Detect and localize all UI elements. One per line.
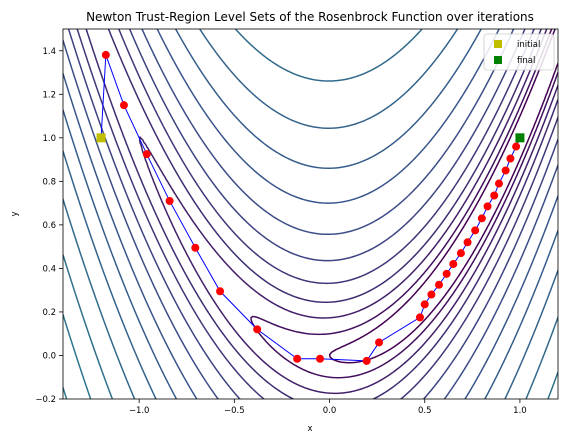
iterate-point: [415, 313, 424, 322]
iterate-point: [442, 269, 451, 278]
contour-level-12: [63, 313, 92, 399]
y-tick-label: 0.8: [42, 177, 56, 187]
iterate-point: [483, 202, 492, 211]
iterate-point: [119, 101, 128, 110]
marker-final: [515, 133, 525, 143]
contour-level-5: [67, 29, 558, 399]
iterate-point: [427, 290, 436, 299]
y-tick-label: 0.0: [42, 351, 56, 361]
iterate-point: [494, 179, 503, 188]
iterate-point: [316, 354, 325, 363]
iterate-point: [362, 356, 371, 365]
x-tick-label: 0.0: [323, 406, 337, 416]
contour-level-0: [328, 29, 558, 364]
contour-level-6: [63, 29, 558, 399]
iterate-point: [216, 287, 225, 296]
y-tick-label: −0.2: [35, 395, 56, 405]
contour-level-10: [63, 29, 558, 399]
contour-level-9: [63, 29, 558, 399]
iterate-point: [506, 154, 515, 163]
contour-level-4: [76, 29, 558, 399]
y-tick-label: 0.6: [42, 221, 56, 231]
plot-frame: [62, 28, 559, 400]
contour-level-11: [63, 254, 558, 399]
y-tick-label: 0.4: [42, 264, 56, 274]
y-axis: −0.2 0.0 0.2 0.4 0.6 0.8 1.0 1.2 1.4: [35, 47, 63, 405]
iterate-point: [463, 238, 472, 247]
legend-marker-final: [494, 56, 502, 64]
x-tick-label: 1.0: [513, 406, 527, 416]
contour-level-7: [63, 29, 558, 399]
contour-lines: [63, 29, 558, 399]
y-tick-label: 0.2: [42, 308, 56, 318]
iterate-point: [449, 260, 458, 269]
x-tick-label: 0.5: [418, 406, 432, 416]
contour-level-13: [63, 386, 68, 399]
x-tick-label: −0.5: [224, 406, 245, 416]
iterate-point: [477, 214, 486, 223]
y-axis-label: y: [10, 211, 20, 216]
iterate-point: [471, 226, 480, 235]
y-tick-label: 1.4: [42, 47, 56, 57]
legend-label-initial: initial: [517, 40, 540, 50]
iterate-point: [490, 191, 499, 200]
iterate-point: [142, 150, 151, 159]
iterate-points: [101, 50, 524, 365]
y-tick-label: 1.0: [42, 134, 56, 144]
iterate-point: [253, 325, 262, 334]
legend-marker-initial: [494, 40, 502, 48]
series-markers: [96, 133, 525, 143]
contour-level-2: [138, 29, 558, 395]
x-axis-label: x: [307, 424, 312, 434]
iterate-point: [501, 166, 510, 175]
iterate-point: [165, 196, 174, 205]
iterate-point: [375, 338, 384, 347]
iterate-point: [512, 142, 521, 151]
iterate-point: [435, 280, 444, 289]
legend-label-final: final: [517, 56, 535, 66]
y-tick-label: 1.2: [42, 90, 56, 100]
iterate-point: [420, 300, 429, 309]
x-axis: −1.0 −0.5 0.0 0.5 1.0: [129, 399, 527, 416]
iterate-point: [191, 243, 200, 252]
x-tick-label: −1.0: [129, 406, 150, 416]
iterate-point: [456, 249, 465, 258]
chart-title: Newton Trust-Region Level Sets of the Ro…: [86, 10, 534, 24]
marker-initial: [96, 133, 106, 143]
iterate-point: [101, 50, 110, 59]
legend: initial final: [483, 33, 555, 71]
iterate-point: [293, 354, 302, 363]
